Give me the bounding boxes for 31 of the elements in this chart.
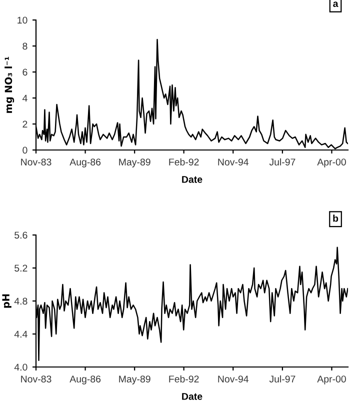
y-tick-label: 4.4 [14, 330, 28, 338]
x-axis-title: Date [182, 176, 202, 183]
x-tick-label: Jul-97 [269, 375, 296, 382]
y-tick-label: 5.2 [14, 264, 28, 272]
y-tick-label: 4.0 [14, 364, 28, 371]
y-axis-title: pH [2, 294, 12, 308]
x-tick-label: May-89 [119, 376, 150, 384]
y-tick-label: 6 [22, 68, 28, 76]
y-tick-label: 5.6 [14, 232, 28, 239]
x-tick-label: Nov-83 [21, 158, 52, 166]
x-tick-label: Apr-00 [317, 376, 346, 384]
y-tick-label: 4 [22, 94, 28, 102]
x-tick-label: Feb-92 [169, 158, 199, 166]
x-tick-label: Nov-94 [218, 376, 248, 382]
x-tick-label: Feb-92 [169, 375, 199, 382]
y-tick-label: 4.8 [14, 298, 28, 305]
text: a [333, 2, 338, 8]
x-tick-label: Aug-86 [70, 158, 101, 168]
y-tick-label: 0 [22, 146, 28, 154]
y-axis-title: mg NO₃ l⁻¹ [4, 56, 14, 113]
text: b [333, 214, 338, 222]
x-axis-title: Date [182, 393, 202, 400]
x-tick-label: Nov-94 [218, 158, 248, 166]
x-tick-label: Jul-97 [269, 158, 296, 166]
y-tick-label: 2 [22, 120, 28, 128]
x-tick-label: May-89 [119, 158, 150, 168]
x-tick-label: Aug-86 [70, 376, 101, 384]
x-tick-label: Apr-00 [317, 158, 346, 168]
y-tick-label: 8 [22, 42, 28, 50]
x-tick-label: Nov-83 [21, 376, 52, 382]
y-tick-label: 10 [18, 16, 28, 24]
